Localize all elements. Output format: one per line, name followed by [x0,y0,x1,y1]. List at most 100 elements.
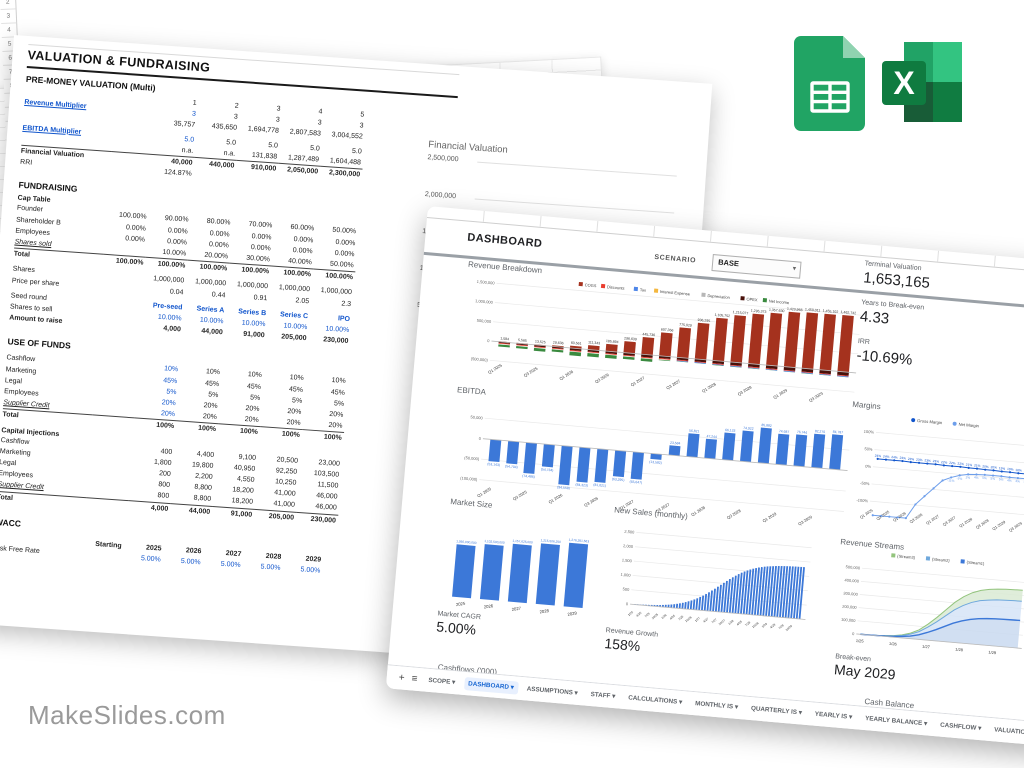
svg-text:Q1 2025: Q1 2025 [859,508,873,519]
sheet-tab-quarterly-is[interactable]: QUARTERLY IS ▾ [750,705,803,717]
svg-text:24%: 24% [875,454,882,459]
svg-text:4/29: 4/29 [769,622,776,629]
kpi-revenue-growth: Revenue Growth 158% [603,627,659,655]
svg-text:5%: 5% [982,476,987,480]
svg-text:(54,734): (54,734) [541,467,554,472]
svg-text:Q1 2026: Q1 2026 [548,492,564,505]
svg-text:1,500,000: 1,500,000 [477,279,496,286]
sheet-tab-cashflow[interactable]: CASHFLOW ▾ [939,721,982,733]
svg-text:4/27: 4/27 [702,617,709,624]
svg-text:20%: 20% [982,464,989,469]
dashboard-sheet: DASHBOARD SCENARIO ▾ BASE Revenue Breakd… [385,206,1024,761]
axis-tick-label: 2,500,000 [427,154,459,164]
stats-column: Terminal Valuation 1,653,165 Years to Br… [855,260,932,382]
svg-text:1/29: 1/29 [761,622,768,629]
market-size-chart: Market Size 1,050,000,000 2025 1,102,500,0… [440,497,602,632]
table-cell [83,549,124,563]
svg-text:1,584: 1,584 [500,337,509,342]
sheet-tab-dashboard[interactable]: DASHBOARD ▾ [463,676,519,695]
svg-text:2%: 2% [965,475,970,479]
svg-text:Net Margin: Net Margin [958,422,980,429]
svg-text:4/28: 4/28 [736,619,743,626]
svg-text:76,744: 76,744 [797,430,808,435]
svg-text:400,000: 400,000 [844,577,860,583]
kpi-break-even: Break-even May 2029 [833,653,897,683]
svg-text:Q3 2029: Q3 2029 [808,390,824,403]
svg-text:1,450,011: 1,450,011 [805,307,821,312]
sheet-menu-icon[interactable]: ≡ [411,673,418,685]
svg-text:Q1 2028: Q1 2028 [959,517,973,528]
page-title: DASHBOARD [466,231,543,251]
svg-text:Q3 2028: Q3 2028 [975,519,989,530]
svg-text:296,639: 296,639 [624,336,637,341]
add-sheet-icon[interactable]: + [398,672,406,684]
sheet-tab-scope[interactable]: SCOPE ▾ [428,676,456,687]
svg-text:0: 0 [626,601,629,606]
svg-text:2027: 2027 [511,605,522,612]
table-cell[interactable]: 5.00% [220,560,241,570]
margins-chart: Margins 100% 50% 0% -50% -100% Gross Margin Ne… [841,400,1024,553]
svg-text:COGS: COGS [585,282,598,288]
sheet-tab-staff[interactable]: STAFF ▾ [590,691,616,701]
svg-text:5%: 5% [999,477,1004,481]
revenue-breakdown-plot: 1,500,000 1,000,000 500,000 0 (500,000) COGS D… [471,279,862,403]
svg-text:5,565: 5,565 [518,338,527,343]
sheet-tab-assumptions[interactable]: ASSUMPTIONS ▾ [526,685,578,697]
svg-text:Q1 2027: Q1 2027 [926,514,940,525]
svg-text:7/27: 7/27 [711,617,718,624]
sheet-tab-bar: + ≡ SCOPE ▾ DASHBOARD ▾ ASSUMPTIONS ▾ STAFF ▾… [385,664,1024,761]
svg-text:2,500: 2,500 [624,529,635,535]
sheet-tab-monthly-is[interactable]: MONTHLY IS ▾ [694,700,739,711]
sheet-tab-valuation[interactable]: VALUATION ▾ [993,726,1024,737]
scenario-dropdown[interactable]: ▾ BASE [711,254,802,279]
svg-text:Q1 2028: Q1 2028 [701,381,717,394]
svg-text:22%: 22% [949,461,956,466]
svg-text:607,356: 607,356 [661,327,674,332]
svg-text:7/28: 7/28 [744,620,751,627]
svg-text:24%: 24% [883,454,890,459]
svg-text:21%: 21% [974,463,981,468]
svg-text:Q3 2027: Q3 2027 [942,516,956,527]
svg-text:0%: 0% [865,464,872,470]
column-header-cell [654,225,712,242]
svg-text:(53,143): (53,143) [487,462,500,467]
sheet-tab-yearly-balance[interactable]: YEARLY BALANCE ▾ [864,715,928,728]
svg-text:Depreciation: Depreciation [707,293,730,300]
svg-text:19%: 19% [1007,467,1014,472]
svg-text:1,215,077: 1,215,077 [733,310,749,315]
svg-text:10/29: 10/29 [785,624,794,632]
new-sales-chart: New Sales (monthly) 2,500 2,000 1,500 1,000… [603,505,817,650]
svg-text:0: 0 [852,631,855,636]
sheet-tab-calculations[interactable]: CALCULATIONS ▾ [627,694,683,707]
svg-text:23%: 23% [924,458,931,463]
svg-text:1/28: 1/28 [727,619,734,626]
svg-text:-3%: -3% [956,476,962,480]
svg-text:23%: 23% [916,458,923,463]
svg-text:74,922: 74,922 [743,426,754,431]
svg-text:Interest Expense: Interest Expense [660,289,691,297]
svg-text:20%: 20% [990,465,997,470]
svg-text:0: 0 [487,338,490,343]
svg-text:10/25: 10/25 [651,612,660,620]
svg-text:(81,021): (81,021) [593,483,606,488]
svg-text:(84,323): (84,323) [575,483,588,488]
svg-text:84,787: 84,787 [833,430,844,435]
watermark: MakeSlides.com [28,700,226,730]
table-cell[interactable]: 5.00% [260,563,281,572]
svg-text:185,694: 185,694 [606,339,619,344]
svg-text:Q1 2025: Q1 2025 [487,362,503,375]
svg-text:1,500: 1,500 [622,557,633,563]
table-cell[interactable]: 5.00% [140,555,161,564]
stat-years-to-breakeven: Years to Break-even 4.33 [859,299,925,328]
svg-text:500,000: 500,000 [845,564,861,570]
svg-text:1/25: 1/25 [627,610,634,617]
svg-text:4%: 4% [1015,479,1020,483]
svg-text:4/26: 4/26 [669,614,676,621]
table-cell[interactable]: 5.00% [180,558,201,567]
sheet-tab-yearly-is[interactable]: YEARLY IS ▾ [814,710,853,721]
table-cell[interactable]: 5.00% [300,566,321,575]
svg-text:(74,486): (74,486) [522,474,535,479]
svg-text:Q1 2026: Q1 2026 [558,369,574,382]
column-header-cell [994,255,1024,272]
svg-text:445,736: 445,736 [642,332,655,337]
